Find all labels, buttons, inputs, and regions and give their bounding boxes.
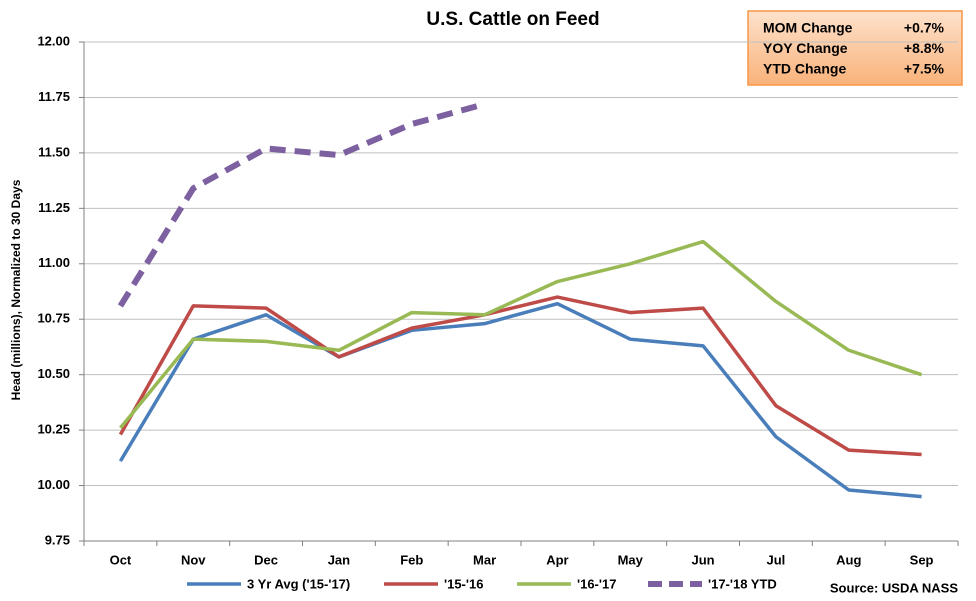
y-tick-label: 11.25 [38,200,70,215]
y-tick-label: 10.00 [37,477,70,492]
series-line [118,301,922,499]
series-line [119,239,923,430]
x-tick-label: Mar [473,552,496,567]
y-tick-label: 11.50 [38,144,70,159]
info-value: +0.7% [904,20,945,36]
series-line [117,101,486,308]
x-tick-label: Feb [400,552,423,567]
x-tick-label: Aug [836,552,861,567]
x-tick-label: Dec [254,552,278,567]
y-tick-label: 9.75 [45,532,70,547]
legend-label: '16-'17 [577,576,616,591]
chart-title: U.S. Cattle on Feed [426,9,599,30]
y-tick-label: 11.75 [38,89,70,104]
info-box [747,10,963,86]
legend-label: '17-'18 YTD [708,576,777,591]
info-value: +7.5% [904,61,945,77]
info-label: MOM Change [763,20,853,36]
x-tick-label: Jan [328,552,350,567]
x-tick-label: Jun [692,552,715,567]
y-axis-title: Head (millions), Normalized to 30 Days [9,179,23,400]
y-tick-label: 12.00 [37,33,70,48]
y-tick-label: 10.25 [37,422,70,437]
x-tick-label: Nov [181,552,206,567]
y-tick-label: 10.50 [37,366,70,381]
x-tick-label: Apr [546,552,568,567]
x-tick-label: Jul [767,552,786,567]
source: Source: USDA NASS [830,580,958,595]
x-tick-label: Sep [910,552,934,567]
x-tick-label: May [618,552,644,567]
y-tick-label: 11.00 [38,255,70,270]
legend-label: '15-'16 [444,576,483,591]
y-tick-label: 10.75 [37,311,70,326]
legend-label: 3 Yr Avg ('15-'17) [247,576,350,591]
x-tick-label: Oct [110,552,132,567]
info-label: YOY Change [763,40,848,56]
series-line [118,295,922,457]
info-value: +8.8% [904,40,945,56]
info-label: YTD Change [763,61,846,77]
